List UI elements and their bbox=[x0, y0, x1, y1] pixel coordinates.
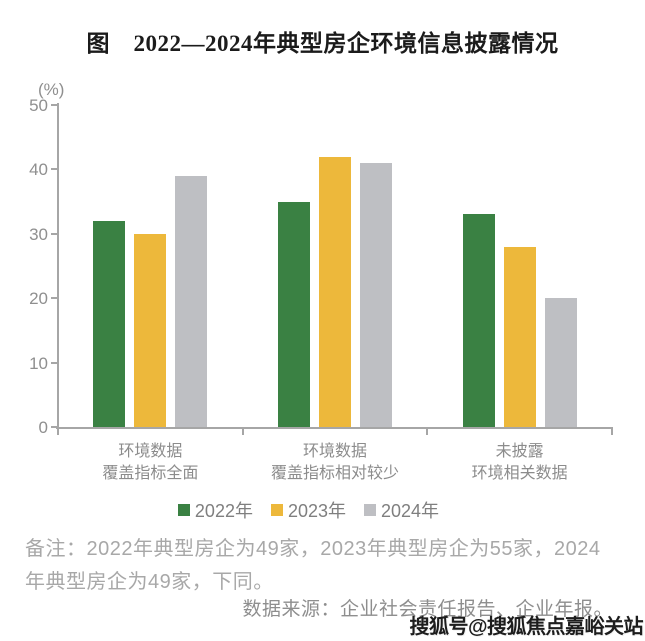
legend-swatch bbox=[364, 504, 377, 516]
x-axis-category-label: 未披露 环境相关数据 bbox=[410, 441, 630, 485]
y-axis-tick bbox=[51, 104, 57, 106]
bar-2024年-cat2 bbox=[360, 162, 392, 427]
x-axis-tick bbox=[426, 427, 429, 435]
legend-swatch bbox=[177, 504, 190, 516]
bar-2022年-cat3 bbox=[462, 214, 495, 427]
bar-2023年-cat2 bbox=[319, 156, 351, 427]
y-axis bbox=[57, 103, 59, 429]
bar-2024年-cat3 bbox=[544, 298, 577, 427]
category-label-line2: 环境相关数据 bbox=[471, 465, 568, 482]
legend-item-2024年: 2024年 bbox=[364, 497, 439, 523]
figure-title: 图 2022—2024年典型房企环境信息披露情况 bbox=[86, 31, 559, 56]
y-axis-tick bbox=[51, 232, 57, 235]
bar-2023年-cat1 bbox=[134, 233, 167, 427]
bar-2023年-cat3 bbox=[503, 246, 536, 427]
watermark: 搜狐号@搜狐焦点嘉峪关站 bbox=[409, 616, 643, 638]
x-axis-tick bbox=[241, 427, 244, 435]
x-axis-tick bbox=[611, 427, 613, 435]
footnote-line-1: 备注：2022年典型房企为49家，2023年典型房企为55家，2024 bbox=[25, 538, 601, 560]
y-axis-tick-label: 10 bbox=[29, 353, 48, 373]
legend-label: 2023年 bbox=[287, 501, 347, 521]
legend-label: 2022年 bbox=[194, 501, 253, 521]
data-source: 数据来源：企业社会责任报告、企业年报。 bbox=[242, 599, 613, 620]
bar-2024年-cat1 bbox=[175, 175, 208, 427]
legend-label: 2024年 bbox=[381, 501, 440, 521]
y-axis-tick-label: 0 bbox=[38, 418, 48, 437]
x-axis-category-label: 环境数据覆盖指标相对较少 bbox=[225, 441, 445, 485]
category-label-line1: 未披露 bbox=[495, 443, 544, 460]
category-label-line2: 覆盖指标全面 bbox=[102, 465, 199, 482]
legend-item-2023年: 2023年 bbox=[270, 497, 347, 523]
bar-2022年-cat2 bbox=[278, 201, 310, 427]
category-label-line1: 环境数据 bbox=[302, 443, 367, 460]
y-axis-tick bbox=[51, 361, 57, 364]
y-axis-tick bbox=[51, 426, 57, 428]
legend-swatch bbox=[270, 504, 283, 516]
y-axis-tick-label: 20 bbox=[29, 289, 48, 309]
y-axis-tick-label: 50 bbox=[29, 96, 48, 115]
bar-2022年-cat1 bbox=[93, 220, 126, 427]
y-axis-unit-label: (%) bbox=[38, 80, 65, 99]
y-axis-tick-label: 40 bbox=[29, 160, 48, 180]
footnote-line-2: 年典型房企为49家，下同。 bbox=[25, 571, 274, 593]
chart-legend: 2022年 2023年 2024年 bbox=[0, 499, 617, 521]
x-axis bbox=[56, 427, 613, 429]
x-axis-category-label: 环境数据覆盖指标全面 bbox=[40, 441, 260, 485]
y-axis-tick bbox=[51, 168, 57, 171]
y-axis-tick-label: 30 bbox=[29, 224, 48, 244]
legend-item-2022年: 2022年 bbox=[177, 497, 253, 523]
y-axis-tick bbox=[51, 297, 57, 300]
category-label-line2: 覆盖指标相对较少 bbox=[270, 465, 399, 482]
category-label-line1: 环境数据 bbox=[118, 443, 183, 460]
x-axis-tick bbox=[57, 427, 59, 435]
